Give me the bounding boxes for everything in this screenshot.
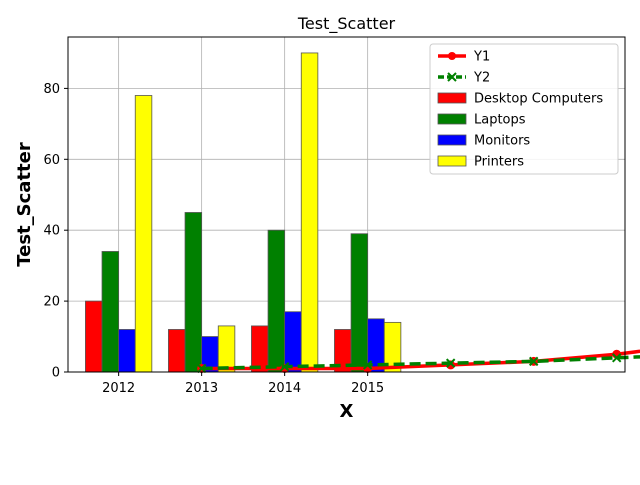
legend-swatch-printers: [437, 155, 467, 167]
x-tick-label: 2013: [185, 381, 218, 396]
bar-monitors: [118, 329, 136, 373]
axis-ticks: 0 20 40 60 80 2012 2013 2014 2015: [43, 82, 384, 396]
legend-swatch-desktop-computers: [437, 92, 467, 104]
legend-label: Printers: [474, 155, 524, 170]
x-axis-label: X: [340, 401, 354, 422]
legend: Y1 Y2 Desktop Computers Laptops Monitors Prin…: [429, 43, 619, 175]
legend-label: Desktop Computers: [474, 92, 603, 107]
x-tick-label: 2015: [351, 381, 384, 396]
y-axis-label: Test_Scatter: [14, 142, 35, 267]
point-x-stroke: [445, 358, 456, 368]
bar-printers: [300, 52, 319, 373]
y-tick-label: 40: [43, 224, 60, 239]
point-x-stroke: [528, 356, 539, 367]
point-x-stroke: [611, 353, 622, 363]
point-y2: [445, 358, 456, 368]
legend-swatch-monitors: [437, 134, 467, 146]
bar-laptops: [101, 251, 120, 373]
legend-label: Y2: [473, 71, 490, 86]
legend-label: Monitors: [474, 134, 530, 149]
point-y2: [196, 363, 207, 374]
bar-desktop-computers: [168, 329, 186, 373]
legend-swatch-laptops: [437, 113, 467, 125]
legend-box: [429, 43, 619, 175]
bar-printers: [217, 325, 236, 373]
bar-laptops: [184, 212, 203, 373]
line-marks: [196, 349, 640, 374]
legend-label: Y1: [473, 50, 490, 65]
bar-desktop-computers: [85, 300, 103, 373]
x-tick-label: 2014: [268, 381, 301, 396]
point-y2: [611, 353, 622, 363]
point-x-stroke: [196, 363, 207, 374]
y-tick-label: 80: [43, 82, 60, 97]
y-tick-label: 20: [43, 295, 60, 310]
bar-printers: [134, 95, 153, 373]
bar-laptops: [267, 229, 286, 373]
legend-marker: [447, 72, 457, 82]
bar-laptops: [350, 233, 369, 373]
plot-frame: [67, 36, 626, 373]
legend-marker: [448, 52, 456, 60]
point-y2: [528, 356, 539, 367]
y-tick-label: 0: [52, 366, 60, 381]
bar-marks: [85, 52, 402, 373]
point-x-stroke: [362, 360, 373, 370]
legend-label: Laptops: [474, 113, 526, 128]
x-tick-label: 2012: [102, 381, 135, 396]
point-y2: [279, 361, 290, 372]
y-tick-label: 60: [43, 153, 60, 168]
point-y2: [362, 360, 373, 370]
point-x-stroke: [279, 361, 290, 372]
chart-title: Test_Scatter: [297, 14, 396, 34]
bar-desktop-computers: [251, 325, 269, 373]
